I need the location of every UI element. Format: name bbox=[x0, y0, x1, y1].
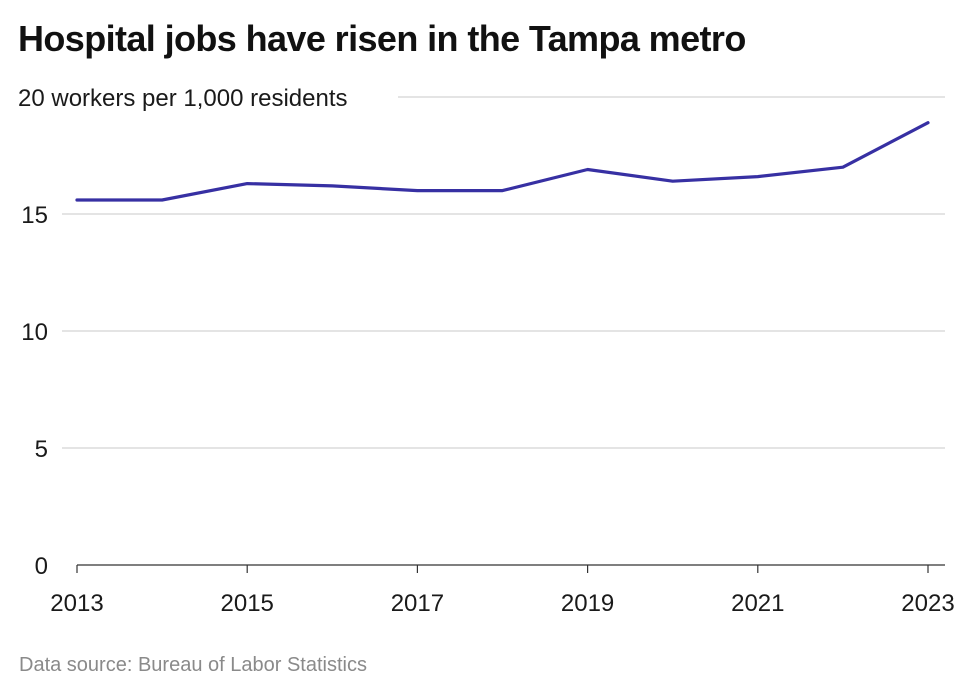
y-tick-label: 0 bbox=[35, 553, 48, 580]
x-tick-label: 2015 bbox=[221, 590, 274, 617]
x-tick-label: 2021 bbox=[731, 590, 784, 617]
x-axis: 2013 2015 2017 2019 2021 2023 bbox=[50, 565, 955, 617]
x-tick-label: 2019 bbox=[561, 590, 614, 617]
gridlines bbox=[62, 96, 945, 566]
y-tick-label: 10 bbox=[21, 319, 48, 346]
x-tick-label: 2013 bbox=[50, 590, 103, 617]
data-source-note: Data source: Bureau of Labor Statistics bbox=[19, 654, 367, 676]
chart-title: Hospital jobs have risen in the Tampa me… bbox=[18, 18, 746, 59]
y-tick-label: 15 bbox=[21, 202, 48, 229]
x-tick-label: 2023 bbox=[901, 590, 954, 617]
series-layer bbox=[75, 121, 930, 202]
x-tick-label: 2017 bbox=[391, 590, 444, 617]
y-axis-tick-labels: 0 5 10 15 20 workers per 1,000 residents bbox=[18, 85, 348, 580]
y-tick-label: 5 bbox=[35, 436, 48, 463]
series-line bbox=[75, 121, 930, 202]
y-tick-label-with-unit: 20 workers per 1,000 residents bbox=[18, 85, 348, 112]
